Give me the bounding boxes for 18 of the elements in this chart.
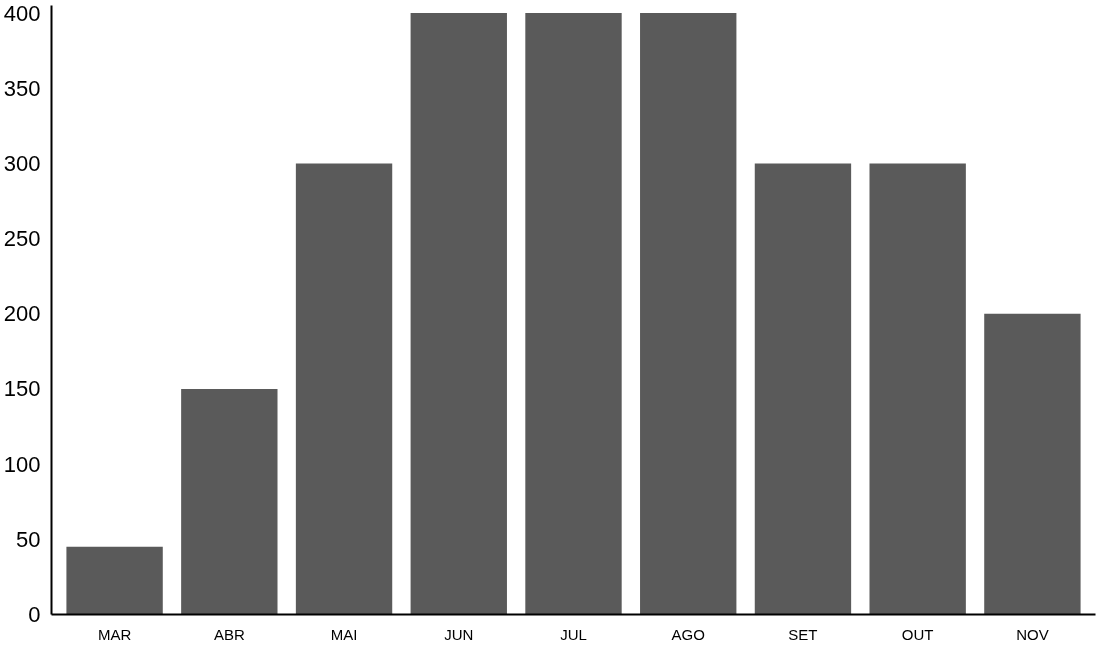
x-tick-label: MAR	[97, 625, 132, 643]
x-tick-label: MAI	[330, 625, 358, 643]
x-tick-label: ABR	[213, 625, 245, 643]
y-tick-label: 300	[3, 150, 41, 176]
y-tick-label: 150	[3, 376, 41, 402]
y-tick-label: 350	[3, 75, 41, 101]
y-tick-label: 0	[28, 602, 41, 627]
x-tick-label: SET	[788, 625, 818, 643]
x-tick-label: JUN	[444, 625, 474, 643]
x-tick-label: OUT	[901, 625, 934, 643]
y-tick-label: 50	[16, 526, 41, 552]
y-tick-label: 200	[3, 301, 41, 327]
x-tick-label: AGO	[671, 625, 705, 643]
x-tick-label: NOV	[1016, 625, 1049, 643]
x-tick-label: JUL	[560, 625, 587, 643]
y-tick-label: 250	[3, 226, 41, 252]
y-tick-label: 400	[3, 0, 41, 26]
y-tick-label: 100	[3, 451, 41, 477]
